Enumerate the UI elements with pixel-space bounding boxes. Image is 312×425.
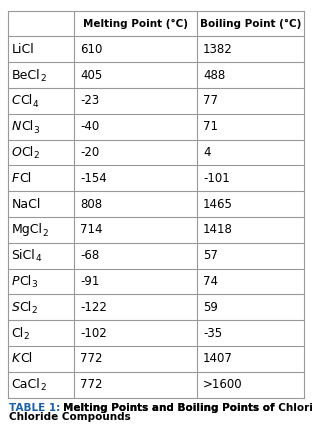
Text: 1465: 1465 xyxy=(203,198,233,210)
Text: Melting Points and Boiling Points of: Melting Points and Boiling Points of xyxy=(63,402,275,413)
Text: 4: 4 xyxy=(203,146,211,159)
Text: Chloride Compounds: Chloride Compounds xyxy=(9,411,131,422)
Text: 772: 772 xyxy=(80,352,103,366)
Text: 3: 3 xyxy=(33,125,39,135)
Text: Cl: Cl xyxy=(20,94,32,108)
Text: -68: -68 xyxy=(80,249,99,262)
Text: -101: -101 xyxy=(203,172,230,185)
Text: 610: 610 xyxy=(80,43,102,56)
Text: 488: 488 xyxy=(203,68,225,82)
Text: 3: 3 xyxy=(31,280,37,289)
Text: N: N xyxy=(12,120,21,133)
Text: -40: -40 xyxy=(80,120,99,133)
Text: 2: 2 xyxy=(40,383,46,392)
Text: O: O xyxy=(12,146,22,159)
Text: -91: -91 xyxy=(80,275,100,288)
Text: 2: 2 xyxy=(42,229,48,238)
Text: K: K xyxy=(12,352,20,366)
Text: 405: 405 xyxy=(80,68,102,82)
Text: 4: 4 xyxy=(32,100,38,109)
Text: 2: 2 xyxy=(24,332,29,341)
Text: -122: -122 xyxy=(80,301,107,314)
Text: Boiling Point (°C): Boiling Point (°C) xyxy=(200,18,301,28)
Text: -23: -23 xyxy=(80,94,99,108)
Text: Melting Point (°C): Melting Point (°C) xyxy=(84,18,188,28)
Text: 4: 4 xyxy=(35,255,41,264)
Text: -154: -154 xyxy=(80,172,107,185)
Text: S: S xyxy=(12,301,19,314)
Text: Cl: Cl xyxy=(21,120,33,133)
Text: 1382: 1382 xyxy=(203,43,233,56)
Text: 59: 59 xyxy=(203,301,218,314)
Text: Cl: Cl xyxy=(22,146,34,159)
Text: F: F xyxy=(12,172,19,185)
Text: 1407: 1407 xyxy=(203,352,233,366)
Text: 2: 2 xyxy=(32,306,37,315)
Text: LiCl: LiCl xyxy=(12,43,34,56)
Text: 2: 2 xyxy=(34,151,39,160)
Text: CaCl: CaCl xyxy=(12,378,40,391)
Text: Cl: Cl xyxy=(20,352,32,366)
Text: -35: -35 xyxy=(203,326,222,340)
Text: 57: 57 xyxy=(203,249,218,262)
Text: 808: 808 xyxy=(80,198,102,210)
Text: BeCl: BeCl xyxy=(12,68,40,82)
Text: SiCl: SiCl xyxy=(12,249,35,262)
Text: P: P xyxy=(12,275,19,288)
Text: Melting Points and Boiling Points of Chloride Compounds: Melting Points and Boiling Points of Chl… xyxy=(63,402,312,413)
Text: C: C xyxy=(12,94,20,108)
Text: 71: 71 xyxy=(203,120,218,133)
Text: 714: 714 xyxy=(80,224,103,236)
Text: 77: 77 xyxy=(203,94,218,108)
Text: NaCl: NaCl xyxy=(12,198,41,210)
Text: Cl: Cl xyxy=(19,275,31,288)
Text: Cl: Cl xyxy=(19,301,32,314)
Text: >1600: >1600 xyxy=(203,378,243,391)
Text: TABLE 1:: TABLE 1: xyxy=(9,402,61,413)
Text: Cl: Cl xyxy=(12,326,24,340)
Text: -20: -20 xyxy=(80,146,99,159)
Text: 1418: 1418 xyxy=(203,224,233,236)
Text: MgCl: MgCl xyxy=(12,224,42,236)
Text: Cl: Cl xyxy=(19,172,31,185)
Text: -102: -102 xyxy=(80,326,107,340)
Text: 2: 2 xyxy=(40,74,46,83)
Text: 772: 772 xyxy=(80,378,103,391)
Text: 74: 74 xyxy=(203,275,218,288)
